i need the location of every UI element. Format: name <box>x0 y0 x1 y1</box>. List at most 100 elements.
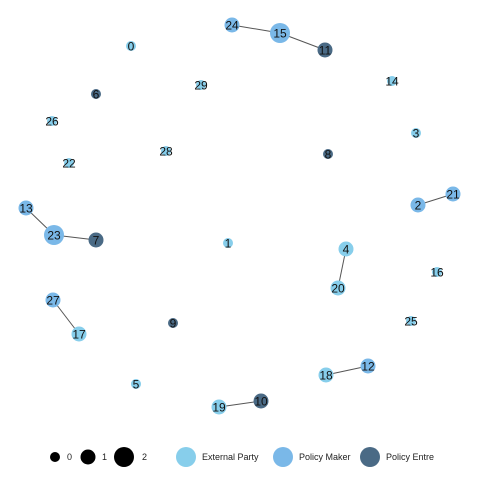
node-label: 15 <box>273 27 287 41</box>
node-7[interactable]: 7 <box>88 232 104 248</box>
node-label: 5 <box>133 378 140 392</box>
node-8[interactable]: 8 <box>323 148 333 162</box>
node-15[interactable]: 15 <box>270 23 290 43</box>
group-legend-label: Policy Maker <box>299 452 351 462</box>
node-label: 25 <box>404 315 418 329</box>
node-18[interactable]: 18 <box>318 367 334 383</box>
node-17[interactable]: 17 <box>71 326 87 342</box>
node-28[interactable]: 28 <box>159 145 173 159</box>
node-label: 9 <box>170 317 177 331</box>
node-circle[interactable] <box>410 197 426 213</box>
node-label: 14 <box>385 75 399 89</box>
node-circle[interactable] <box>318 367 334 383</box>
node-label: 21 <box>446 188 460 202</box>
node-label: 6 <box>93 88 100 102</box>
node-circle[interactable] <box>387 76 397 86</box>
node-circle[interactable] <box>44 225 64 245</box>
node-label: 11 <box>319 44 332 58</box>
node-circle[interactable] <box>64 158 74 168</box>
node-label: 16 <box>430 266 444 280</box>
node-label: 7 <box>93 234 100 248</box>
node-21[interactable]: 21 <box>445 186 461 202</box>
node-circle[interactable] <box>168 318 178 328</box>
node-label: 2 <box>415 199 422 213</box>
node-19[interactable]: 19 <box>211 399 227 415</box>
size-legend-marker-1 <box>80 449 96 465</box>
group-legend-marker-entre <box>360 447 380 467</box>
node-circle[interactable] <box>323 149 333 159</box>
node-circle[interactable] <box>71 326 87 342</box>
group-legend-marker-maker <box>273 447 293 467</box>
node-circle[interactable] <box>131 379 141 389</box>
node-circle[interactable] <box>360 358 376 374</box>
node-label: 4 <box>343 243 350 257</box>
node-label: 23 <box>47 229 61 243</box>
size-legend-marker-0 <box>50 452 60 462</box>
node-0[interactable]: 0 <box>126 40 136 54</box>
node-label: 19 <box>212 401 226 415</box>
node-4[interactable]: 4 <box>338 241 354 257</box>
node-9[interactable]: 9 <box>168 317 178 331</box>
node-5[interactable]: 5 <box>131 378 141 392</box>
node-circle[interactable] <box>91 89 101 99</box>
node-label: 10 <box>254 395 268 409</box>
node-20[interactable]: 20 <box>330 280 346 296</box>
node-circle[interactable] <box>253 393 269 409</box>
node-circle[interactable] <box>406 316 416 326</box>
size-legend-marker-2 <box>114 447 134 467</box>
group-legend-label: Policy Entre <box>386 452 434 462</box>
node-16[interactable]: 16 <box>430 266 444 280</box>
node-2[interactable]: 2 <box>410 197 426 213</box>
node-label: 1 <box>225 237 232 251</box>
node-circle[interactable] <box>47 116 57 126</box>
node-label: 27 <box>46 294 60 308</box>
node-circle[interactable] <box>432 267 442 277</box>
node-label: 12 <box>361 360 375 374</box>
node-26[interactable]: 26 <box>45 115 59 129</box>
node-25[interactable]: 25 <box>404 315 418 329</box>
node-27[interactable]: 27 <box>45 292 61 308</box>
node-label: 0 <box>128 40 135 54</box>
node-circle[interactable] <box>224 17 240 33</box>
group-legend-label: External Party <box>202 452 259 462</box>
node-label: 29 <box>194 79 208 93</box>
node-22[interactable]: 22 <box>62 157 76 171</box>
node-24[interactable]: 24 <box>224 17 240 33</box>
nodes-layer: 0123456789101112131415161718192021222324… <box>18 17 461 415</box>
node-label: 20 <box>331 282 345 296</box>
node-circle[interactable] <box>330 280 346 296</box>
node-circle[interactable] <box>338 241 354 257</box>
node-label: 28 <box>159 145 173 159</box>
node-circle[interactable] <box>411 128 421 138</box>
node-circle[interactable] <box>223 238 233 248</box>
node-circle[interactable] <box>88 232 104 248</box>
size-legend-label: 2 <box>142 452 147 462</box>
node-label: 26 <box>45 115 59 129</box>
node-circle[interactable] <box>18 200 34 216</box>
node-circle[interactable] <box>126 41 136 51</box>
node-circle[interactable] <box>45 292 61 308</box>
node-23[interactable]: 23 <box>44 225 64 245</box>
node-14[interactable]: 14 <box>385 75 399 89</box>
node-11[interactable]: 11 <box>317 42 333 58</box>
node-circle[interactable] <box>196 80 206 90</box>
node-label: 24 <box>225 19 239 33</box>
node-circle[interactable] <box>211 399 227 415</box>
node-13[interactable]: 13 <box>18 200 34 216</box>
node-29[interactable]: 29 <box>194 79 208 93</box>
node-1[interactable]: 1 <box>223 237 233 251</box>
size-legend-label: 1 <box>102 452 107 462</box>
node-circle[interactable] <box>270 23 290 43</box>
node-label: 18 <box>319 369 333 383</box>
node-label: 8 <box>325 148 332 162</box>
node-circle[interactable] <box>317 42 333 58</box>
size-legend-label: 0 <box>67 452 72 462</box>
node-12[interactable]: 12 <box>360 358 376 374</box>
node-3[interactable]: 3 <box>411 127 421 141</box>
node-circle[interactable] <box>161 146 171 156</box>
node-circle[interactable] <box>445 186 461 202</box>
node-6[interactable]: 6 <box>91 88 101 102</box>
node-label: 17 <box>72 328 86 342</box>
node-10[interactable]: 10 <box>253 393 269 409</box>
